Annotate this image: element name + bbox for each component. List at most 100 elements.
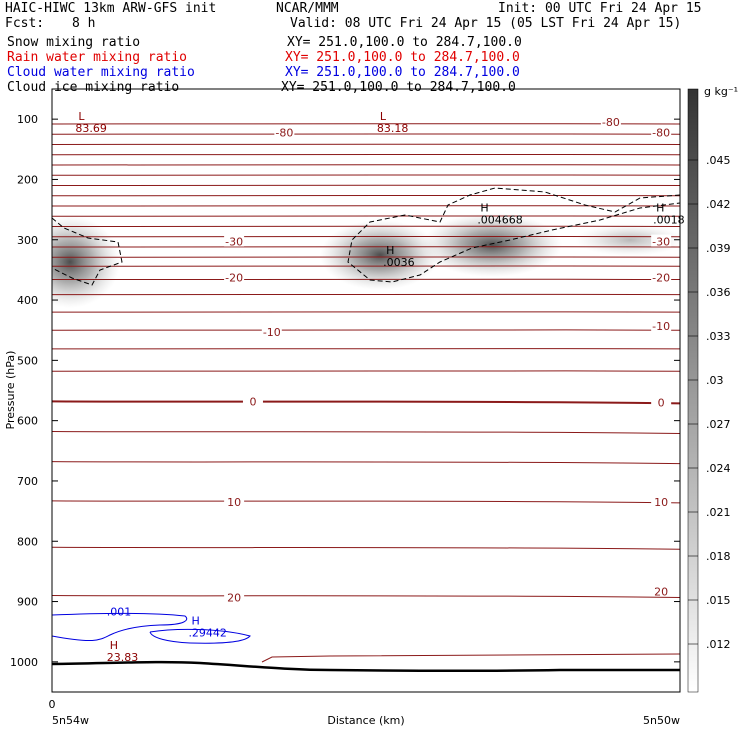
y-tick-label: 800	[17, 535, 38, 548]
colorbar-label: .033	[706, 330, 731, 343]
shaded-field	[52, 213, 680, 308]
contour-label: 0	[249, 395, 256, 408]
contour-label-bg	[261, 325, 282, 338]
temperature-contour-line	[52, 278, 680, 281]
contour-label-bg	[651, 234, 672, 247]
colorbar	[687, 88, 699, 693]
extremum-marker: H	[656, 202, 664, 215]
contour-label-bg	[651, 395, 672, 408]
colorbar-label: .012	[706, 638, 731, 651]
temperature-contour-line	[52, 123, 680, 125]
extrema-labels: L83.69L83.18H.0036H.004668H.0018H23.83H.…	[75, 110, 684, 664]
y-axis-label: Pressure (hPa)	[4, 351, 17, 430]
y-tick-label: 300	[17, 234, 38, 247]
temperature-contour-line	[52, 265, 680, 268]
temperature-contour-line	[52, 235, 680, 238]
terrain-surface	[51, 660, 680, 672]
field-name-cloudwater: Cloud water mixing ratio	[7, 65, 195, 80]
temperature-contour-line	[52, 370, 680, 372]
extremum-value: .001	[107, 606, 132, 619]
contour-label: -10	[263, 326, 281, 339]
init-time: Init: 00 UTC Fri 24 Apr 15	[498, 1, 702, 16]
temperature-contour-line	[52, 225, 680, 228]
x-right-label: 5n50w	[643, 714, 680, 727]
contour-label-bg	[224, 234, 245, 247]
temperature-contour-line	[52, 595, 680, 599]
contour-label: 20	[654, 585, 668, 598]
extremum-value: .0018	[653, 214, 685, 227]
colorbar-label: .027	[706, 418, 731, 431]
temperature-contour-line	[52, 311, 680, 313]
temperature-contour-line	[52, 246, 680, 248]
contour-label-bg	[651, 125, 672, 138]
contour-label-bg	[651, 318, 672, 331]
colorbar-label: .021	[706, 506, 731, 519]
x-left-label: 5n54w	[52, 714, 89, 727]
extremum-value: 23.83	[107, 651, 139, 664]
colorbar-labels: .045 .042 .039 .036 .033 .03 .027 .024 .021 .018.…	[688, 154, 731, 651]
colorbar-label: .03	[706, 374, 724, 387]
y-tick-label: 200	[17, 173, 38, 186]
extremum-value: .29442	[188, 627, 227, 640]
contour-label-bg	[274, 125, 295, 138]
temperature-contour-line	[52, 153, 680, 156]
contour-label: -20	[225, 272, 243, 285]
temperature-contour-line	[52, 133, 680, 136]
x-axis-label: Distance (km)	[327, 714, 404, 727]
temperature-contours	[52, 123, 680, 663]
colorbar-label: .042	[706, 198, 731, 211]
contour-label: 10	[654, 496, 668, 509]
contour-label-bg	[651, 584, 672, 597]
temperature-contour-line	[52, 400, 680, 405]
temperature-contour-line	[52, 164, 680, 166]
colorbar-label: .036	[706, 286, 731, 299]
contour-label: -80	[275, 126, 293, 139]
contour-label: -80	[652, 126, 670, 139]
contour-label-bg	[242, 394, 263, 407]
temperature-contour-line	[52, 431, 680, 435]
temperature-contour-line	[52, 143, 680, 146]
cloud-water-contour	[51, 612, 251, 644]
contour-label: -20	[652, 272, 670, 285]
field-xy-cloudwater: XY= 251.0,100.0 to 284.7,100.0	[285, 65, 520, 80]
field-xy-cloudice: XY= 251.0,100.0 to 284.7,100.0	[281, 80, 516, 95]
contour-labels: -80 -80 -80 -30 -30 -20 -20 -10 -10 0 0 10 10 20 20	[224, 115, 672, 604]
field-name-snow: Snow mixing ratio	[7, 35, 141, 50]
valid-time: Valid: 08 UTC Fri 24 Apr 15 (05 LST Fri …	[290, 16, 682, 31]
contour-label: -30	[652, 236, 670, 249]
contour-label: -30	[225, 236, 243, 249]
colorbar-label: .039	[706, 242, 731, 255]
y-tick-label: 1000	[10, 656, 38, 669]
y-tick-label: 700	[17, 475, 38, 488]
field-name-cloudice: Cloud ice mixing ratio	[7, 80, 180, 95]
ice-max-center	[320, 220, 440, 290]
temperature-contour-line	[52, 461, 680, 465]
extremum-value: .0036	[383, 256, 415, 269]
temperature-contour-line	[52, 500, 680, 504]
contour-label: 0	[658, 397, 665, 410]
plot-frame	[51, 88, 681, 693]
contour-label-bg	[651, 495, 672, 508]
extremum-value: 83.69	[75, 122, 107, 135]
colorbar-label: .015	[706, 594, 731, 607]
extremum-marker: H	[386, 244, 394, 257]
contour-label-bg	[651, 270, 672, 283]
extremum-value: 83.18	[377, 122, 409, 135]
y-tick-label: 100	[17, 113, 38, 126]
extremum-marker: H	[191, 615, 199, 628]
contour-label-bg	[224, 495, 245, 508]
colorbar-label: .045	[706, 154, 731, 167]
y-tick-label: 600	[17, 415, 38, 428]
fcst-value: 8 h	[72, 16, 96, 31]
temperature-contour-line	[52, 293, 680, 296]
contour-label: 10	[227, 496, 241, 509]
temperature-contour-line	[52, 329, 680, 331]
contour-label-bg	[600, 115, 621, 128]
temperature-contour-line	[52, 215, 680, 218]
temperature-contour-line	[52, 546, 680, 550]
extremum-marker: L	[380, 110, 387, 123]
ice-max-center-right	[422, 213, 562, 277]
colorbar-unit: g kg⁻¹	[704, 85, 738, 98]
colorbar-label: .018	[706, 550, 731, 563]
